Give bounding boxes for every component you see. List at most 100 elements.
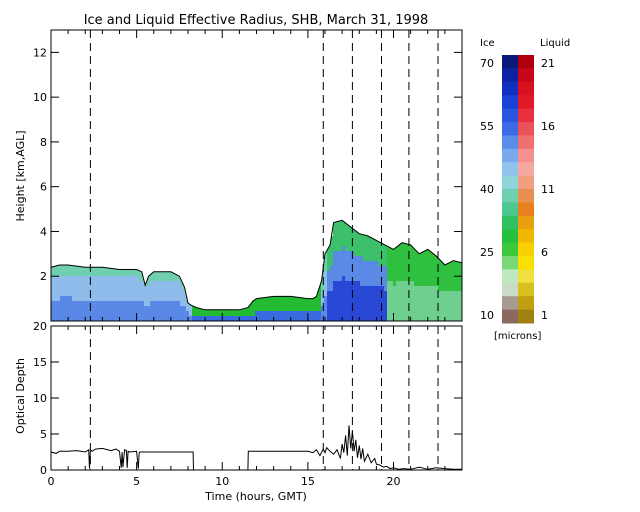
radius-cell (54, 306, 57, 311)
radius-cell (327, 296, 330, 301)
radius-cell (438, 291, 441, 296)
radius-cell (96, 311, 99, 316)
colorbar-ice-cell (502, 175, 518, 190)
radius-cell (105, 296, 108, 301)
radius-cell (315, 301, 318, 306)
radius-cell (450, 261, 453, 266)
radius-cell (357, 221, 360, 226)
y-tick-label: 6 (40, 181, 47, 194)
radius-cell (72, 286, 75, 291)
radius-cell (276, 286, 279, 291)
radius-cell (348, 296, 351, 301)
radius-cell (162, 306, 165, 311)
radius-cell (450, 296, 453, 301)
radius-cell (180, 311, 183, 316)
radius-cell (273, 311, 276, 316)
radius-cell (384, 251, 387, 256)
radius-cell (210, 316, 213, 321)
radius-cell (450, 316, 453, 321)
radius-cell (51, 296, 54, 301)
radius-cell (249, 311, 252, 316)
radius-cell (435, 311, 438, 316)
radius-cell (150, 276, 153, 281)
radius-cell (90, 301, 93, 306)
time-axis-label: Time (hours, GMT) (204, 490, 307, 503)
radius-cell (399, 261, 402, 266)
x-tick-label: 10 (215, 475, 229, 488)
radius-cell (81, 296, 84, 301)
radius-cell (330, 241, 333, 246)
radius-cell (231, 316, 234, 321)
radius-cell (135, 306, 138, 311)
radius-cell (81, 311, 84, 316)
radius-cell (354, 306, 357, 311)
radius-cell (399, 271, 402, 276)
radius-cell (246, 296, 249, 301)
x-tick-label: 5 (133, 475, 140, 488)
radius-cell (375, 271, 378, 276)
radius-cell (156, 271, 159, 276)
radius-cell (447, 291, 450, 296)
radius-cell (333, 261, 336, 266)
radius-cell (264, 316, 267, 321)
radius-cell (450, 286, 453, 291)
radius-cell (66, 276, 69, 281)
radius-cell (345, 296, 348, 301)
radius-cell (84, 286, 87, 291)
radius-cell (126, 296, 129, 301)
radius-cell (405, 296, 408, 301)
radius-cell (390, 281, 393, 286)
radius-cell (108, 301, 111, 306)
radius-cell (324, 266, 327, 271)
radius-cell (348, 291, 351, 296)
radius-cell (159, 286, 162, 291)
radius-cell (432, 301, 435, 306)
radius-cell (276, 306, 279, 311)
radius-cell (156, 296, 159, 301)
radius-cell (141, 311, 144, 316)
radius-cell (102, 316, 105, 321)
radius-cell (387, 256, 390, 261)
radius-cell (345, 220, 348, 221)
radius-cell (399, 291, 402, 296)
radius-cell (135, 256, 138, 261)
radius-cell (87, 261, 90, 266)
radius-cell (213, 301, 216, 306)
radius-cell (306, 306, 309, 311)
radius-cell (141, 281, 144, 286)
radius-cell (174, 301, 177, 306)
radius-cell (375, 251, 378, 256)
radius-cell (123, 266, 126, 271)
radius-cell (165, 281, 168, 286)
radius-cell (99, 301, 102, 306)
radius-cell (405, 251, 408, 256)
radius-cell (441, 281, 444, 286)
radius-cell (171, 266, 174, 271)
radius-cell (318, 301, 321, 306)
radius-cell (429, 291, 432, 296)
radius-cell (348, 226, 351, 231)
radius-cell (162, 261, 165, 266)
radius-cell (378, 286, 381, 291)
radius-cell (459, 286, 462, 291)
radius-cell (72, 276, 75, 281)
radius-cell (174, 306, 177, 311)
radius-cell (363, 241, 366, 246)
radius-cell (246, 306, 249, 311)
radius-cell (393, 236, 396, 241)
radius-cell (291, 301, 294, 306)
radius-cell (75, 291, 78, 296)
radius-cell (303, 311, 306, 316)
colorbar-liquid-cell (518, 122, 534, 136)
radius-cell (354, 316, 357, 321)
radius-cell (183, 291, 186, 296)
radius-cell (387, 286, 390, 291)
radius-cell (366, 286, 369, 291)
radius-cell (111, 256, 114, 261)
radius-cell (165, 306, 168, 311)
radius-cell (378, 251, 381, 256)
radius-cell (99, 291, 102, 296)
radius-cell (426, 301, 429, 306)
radius-cell (405, 311, 408, 316)
